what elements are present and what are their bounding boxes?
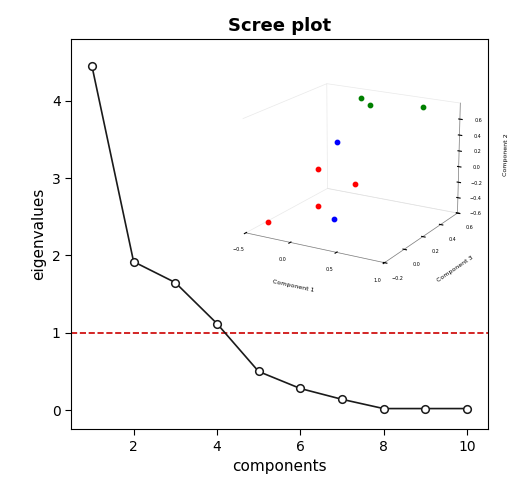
Title: Scree plot: Scree plot: [228, 17, 331, 35]
Y-axis label: Component 3: Component 3: [436, 255, 474, 283]
X-axis label: Component 1: Component 1: [272, 279, 315, 293]
Y-axis label: eigenvalues: eigenvalues: [31, 188, 46, 281]
X-axis label: components: components: [232, 459, 327, 474]
